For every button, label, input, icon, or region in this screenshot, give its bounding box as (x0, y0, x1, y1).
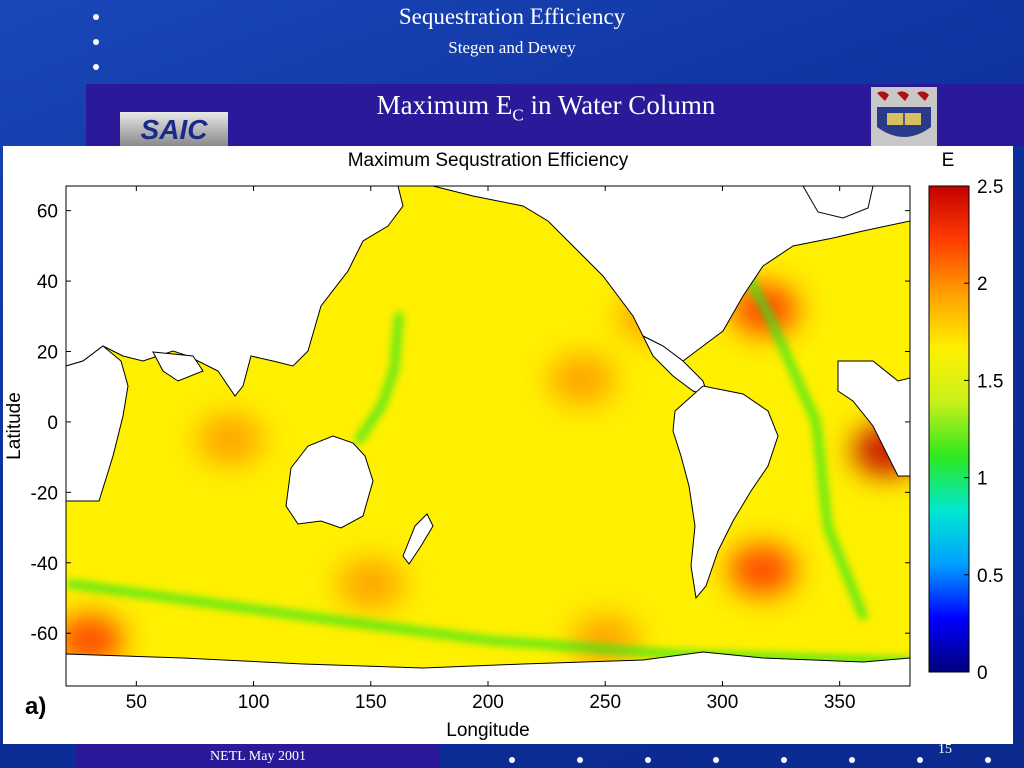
y-tick-label: 0 (47, 413, 58, 434)
efficiency-hotspot (547, 353, 616, 406)
colorbar-label: E (942, 150, 955, 171)
y-tick-label: -20 (31, 483, 58, 504)
greenland-landmass (802, 186, 874, 219)
colorbar-tick-label: 1 (977, 469, 988, 490)
slide-title: Sequestration Efficiency (398, 4, 626, 29)
y-tick-label: -40 (31, 554, 58, 575)
bullet-dot (917, 757, 923, 763)
y-tick-label: 60 (37, 202, 58, 223)
x-tick-label: 250 (589, 692, 621, 713)
efficiency-hotspot (336, 557, 405, 610)
bullet-dot (849, 757, 855, 763)
australia-landmass (285, 435, 374, 529)
heading-tail: in Water Column (523, 90, 716, 120)
bullet-dot (509, 757, 515, 763)
colorbar-tick-label: 1.5 (977, 371, 1003, 392)
saic-logo-text: SAIC (141, 114, 209, 145)
efficiency-map-chart: Maximum Sequstration Efficiency 50 100 150… (4, 150, 1003, 741)
slide-subtitle: Stegen and Dewey (448, 38, 576, 57)
new-zealand-landmass (402, 513, 434, 565)
africa-landmass (66, 345, 129, 502)
efficiency-low-band (717, 223, 868, 621)
colorbar-tick-label: 0.5 (977, 566, 1003, 587)
x-axis-label: Longitude (446, 720, 529, 741)
heading-subscript: C (512, 105, 524, 125)
colorbar-tick-label: 2 (977, 274, 988, 295)
colorbar-tick-label: 2.5 (977, 177, 1003, 198)
efficiency-hotspot (728, 543, 797, 596)
university-seal-logo (871, 87, 937, 147)
bullet-dot (577, 757, 583, 763)
title-band (86, 84, 1024, 146)
eurasia-landmass (66, 186, 404, 397)
colorbar (928, 185, 970, 673)
chart-title: Maximum Sequstration Efficiency (348, 150, 629, 171)
colorbar-ticks: 2.5 2 1.5 1 0.5 0 (964, 177, 1003, 684)
x-tick-label: 200 (472, 692, 504, 713)
x-tick-label: 150 (355, 692, 387, 713)
x-tick-label: 300 (707, 692, 739, 713)
efficiency-hotspot (571, 614, 640, 667)
chart-panel: Maximum Sequstration Efficiency 50 100 150… (3, 146, 1013, 744)
bullet-dot (93, 39, 99, 45)
x-tick-label: 100 (238, 692, 270, 713)
antarctica-landmass (66, 651, 910, 686)
y-axis-label: Latitude (4, 392, 25, 460)
page-number: 15 (938, 742, 952, 757)
x-tick-label: 50 (126, 692, 147, 713)
efficiency-hotspot (66, 614, 124, 667)
bullet-dot (93, 14, 99, 20)
efficiency-hotspot (196, 413, 265, 466)
footer-text: NETL May 2001 (210, 749, 306, 764)
bullet-dot (985, 757, 991, 763)
heading-main: Maximum E (376, 90, 513, 120)
bullet-dot (713, 757, 719, 763)
y-tick-label: 40 (37, 272, 58, 293)
efficiency-low-band (354, 311, 404, 444)
y-tick-label: -60 (31, 624, 58, 645)
y-axis-ticks: 60 40 20 0 -20 -40 -60 (31, 202, 910, 645)
x-axis-ticks: 50 100 150 200 250 300 350 (126, 186, 856, 713)
x-tick-label: 350 (824, 692, 856, 713)
south-america-landmass (672, 385, 779, 600)
footer-band (76, 744, 440, 768)
colorbar-tick-label: 0 (977, 663, 988, 684)
west-africa-landmass (837, 360, 910, 477)
north-america-landmass (432, 186, 910, 362)
saic-logo: SAIC (120, 112, 228, 146)
arabia-landmass (152, 351, 204, 382)
continents (66, 186, 910, 686)
bullet-dot (645, 757, 651, 763)
main-heading: Maximum EC in Water Column (86, 90, 1006, 125)
panel-label: a) (25, 693, 46, 720)
bullet-dot (93, 64, 99, 70)
map-plot-area (66, 186, 910, 686)
y-tick-label: 20 (37, 342, 58, 363)
bullet-dot (781, 757, 787, 763)
